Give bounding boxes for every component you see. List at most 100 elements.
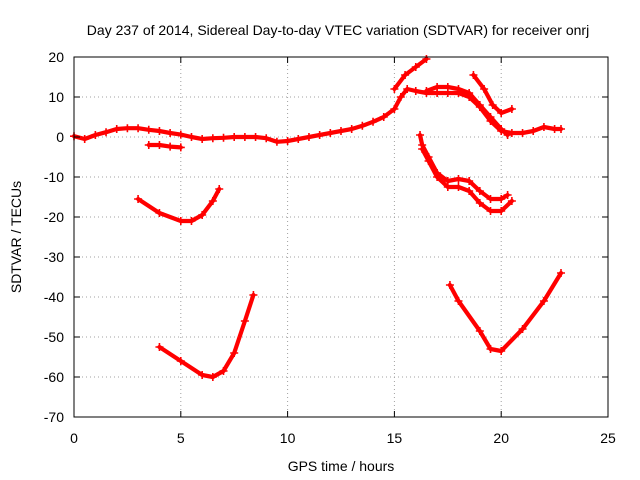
data-point xyxy=(454,175,463,183)
data-point xyxy=(123,124,132,133)
data-point xyxy=(518,325,527,333)
data-point xyxy=(249,291,258,299)
data-point xyxy=(176,357,185,365)
data-point xyxy=(480,85,489,93)
data-point xyxy=(240,133,249,141)
y-tick-label: -40 xyxy=(44,289,64,305)
data-point xyxy=(539,123,548,131)
data-point xyxy=(539,297,548,305)
data-point xyxy=(433,83,442,91)
series-line xyxy=(392,56,429,92)
series-arc-right xyxy=(445,269,566,355)
data-point xyxy=(80,135,89,143)
data-point xyxy=(507,197,516,205)
y-tick-label: -10 xyxy=(44,169,64,185)
data-point xyxy=(497,207,506,215)
data-point xyxy=(486,345,495,353)
series-main-band-branch xyxy=(422,83,512,139)
series-arc-bottom xyxy=(155,291,258,381)
data-point xyxy=(155,209,164,217)
data-point xyxy=(445,281,454,289)
series-line xyxy=(420,146,514,214)
data-point xyxy=(134,195,143,203)
data-point xyxy=(390,85,399,93)
data-point xyxy=(144,141,153,149)
x-tick-label: 0 xyxy=(70,430,78,446)
data-point xyxy=(454,297,463,305)
data-point xyxy=(465,187,474,195)
series-lower-band-b xyxy=(418,145,516,215)
axis-ticks: 0 5 10 15 20 25 20 10 0 -10 -20 -30 -40 -50 -60 -70 xyxy=(44,49,616,446)
data-point xyxy=(403,85,412,93)
data-point xyxy=(422,87,431,95)
data-point xyxy=(422,55,431,63)
data-point xyxy=(454,183,463,191)
plot-frame xyxy=(73,56,609,418)
data-point xyxy=(187,133,196,141)
y-tick-label: -30 xyxy=(44,249,64,265)
data-point xyxy=(486,207,495,215)
data-point xyxy=(503,191,512,199)
y-tick-label: -70 xyxy=(44,409,64,425)
data-point xyxy=(418,145,427,153)
x-tick-label: 10 xyxy=(280,430,296,446)
series-line xyxy=(146,142,183,150)
series-short-dash xyxy=(144,141,185,152)
data-point xyxy=(326,129,335,137)
data-point xyxy=(315,131,324,139)
data-point xyxy=(557,269,566,277)
data-point xyxy=(262,134,271,143)
series-upper-right-arc xyxy=(469,71,516,117)
data-point xyxy=(219,367,228,375)
data-point xyxy=(411,63,420,71)
series-line xyxy=(136,186,222,224)
y-tick-label: 20 xyxy=(48,49,64,65)
data-point xyxy=(176,130,185,139)
x-tick-label: 20 xyxy=(493,430,509,446)
data-point xyxy=(557,125,566,133)
data-point xyxy=(251,133,260,141)
data-point xyxy=(208,134,217,143)
data-point xyxy=(475,101,484,109)
data-point xyxy=(396,93,405,101)
data-point xyxy=(155,127,164,135)
data-point xyxy=(112,125,121,133)
gridlines xyxy=(74,57,608,417)
data-point xyxy=(390,105,399,113)
data-point xyxy=(475,187,484,195)
x-tick-label: 25 xyxy=(600,430,616,446)
data-point xyxy=(294,135,303,143)
data-point xyxy=(230,133,239,141)
data-point xyxy=(283,137,292,145)
data-point xyxy=(198,211,207,219)
y-tick-label: 0 xyxy=(56,129,64,145)
data-point xyxy=(433,173,442,181)
series-arc-left xyxy=(134,185,224,225)
data-point xyxy=(230,349,239,357)
data-point xyxy=(155,343,164,351)
data-point xyxy=(337,127,345,135)
data-point xyxy=(134,124,143,133)
y-tick-label: -50 xyxy=(44,329,64,345)
data-point xyxy=(102,128,111,137)
y-axis-label: SDTVAR / TECUs xyxy=(8,181,24,293)
data-point xyxy=(411,87,420,95)
data-point xyxy=(144,125,153,134)
data-point xyxy=(369,117,378,126)
data-point xyxy=(497,347,506,355)
data-point xyxy=(155,141,164,149)
data-point xyxy=(443,183,452,191)
data-point xyxy=(166,129,175,137)
data-point xyxy=(416,131,425,139)
data-point xyxy=(486,113,495,121)
data-point xyxy=(497,109,506,117)
data-point xyxy=(529,127,538,135)
data-point xyxy=(443,83,452,91)
x-axis-label: GPS time / hours xyxy=(288,458,395,474)
chart-title: Day 237 of 2014, Sidereal Day-to-day VTE… xyxy=(87,22,589,38)
data-point xyxy=(91,131,100,139)
data-point xyxy=(497,125,506,133)
y-tick-label: 10 xyxy=(48,89,64,105)
series-main-band-upper xyxy=(390,55,431,93)
